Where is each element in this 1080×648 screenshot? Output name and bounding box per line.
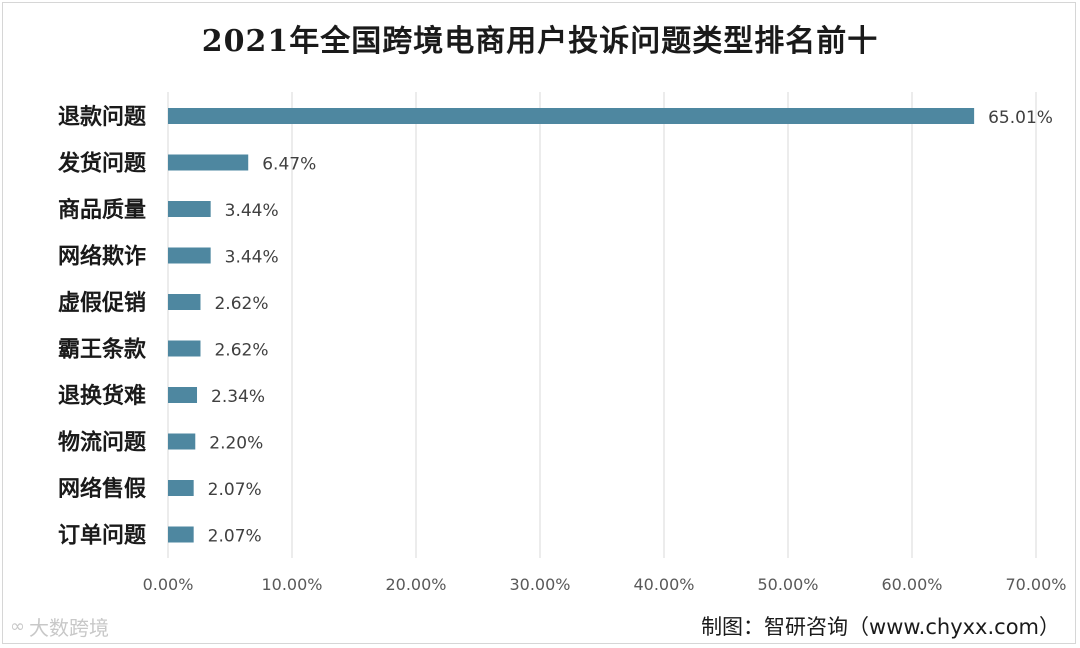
x-tick-label: 70.00% bbox=[1005, 575, 1066, 594]
category-label: 虚假促销 bbox=[58, 290, 146, 316]
x-tick-label: 60.00% bbox=[881, 575, 942, 594]
data-label: 3.44% bbox=[225, 248, 279, 268]
x-tick-label: 10.00% bbox=[261, 575, 322, 594]
watermark: ∞ 大数跨境 bbox=[10, 612, 109, 641]
data-label: 2.07% bbox=[208, 527, 262, 547]
bar bbox=[168, 387, 198, 403]
data-label: 65.01% bbox=[988, 108, 1053, 128]
x-tick-label: 0.00% bbox=[143, 575, 194, 594]
bar bbox=[168, 340, 201, 357]
data-label: 2.20% bbox=[209, 434, 263, 454]
bar bbox=[168, 480, 194, 496]
bar bbox=[168, 247, 211, 264]
watermark-logo-icon: ∞ bbox=[10, 616, 25, 637]
data-label: 3.44% bbox=[225, 201, 279, 221]
bar bbox=[168, 433, 196, 450]
data-label: 2.07% bbox=[208, 480, 262, 500]
category-label: 霸王条款 bbox=[58, 337, 147, 363]
category-label: 物流问题 bbox=[58, 430, 147, 456]
category-label: 退换货难 bbox=[58, 383, 146, 409]
category-label: 商品质量 bbox=[58, 197, 146, 223]
category-label: 网络欺诈 bbox=[58, 244, 146, 270]
bar bbox=[168, 201, 211, 217]
chart-title: 2021年全国跨境电商用户投诉问题类型排名前十 bbox=[201, 24, 879, 59]
watermark-text: 大数跨境 bbox=[29, 616, 109, 640]
data-label: 2.62% bbox=[214, 341, 268, 361]
category-label: 退款问题 bbox=[58, 104, 147, 130]
x-tick-label: 20.00% bbox=[385, 575, 446, 594]
category-label: 发货问题 bbox=[57, 151, 147, 177]
data-label: 6.47% bbox=[262, 155, 316, 175]
bar bbox=[168, 526, 194, 543]
bar bbox=[168, 108, 975, 124]
x-tick-label: 30.00% bbox=[509, 575, 570, 594]
data-label: 2.34% bbox=[211, 387, 265, 407]
category-label: 订单问题 bbox=[58, 524, 147, 549]
category-label: 网络售假 bbox=[58, 476, 146, 502]
bar bbox=[168, 294, 201, 310]
bar bbox=[168, 154, 249, 171]
x-tick-label: 40.00% bbox=[633, 575, 694, 594]
source-note: 制图：智研咨询（www.chyxx.com） bbox=[701, 615, 1060, 639]
x-tick-label: 50.00% bbox=[757, 575, 818, 594]
data-label: 2.62% bbox=[214, 294, 268, 314]
